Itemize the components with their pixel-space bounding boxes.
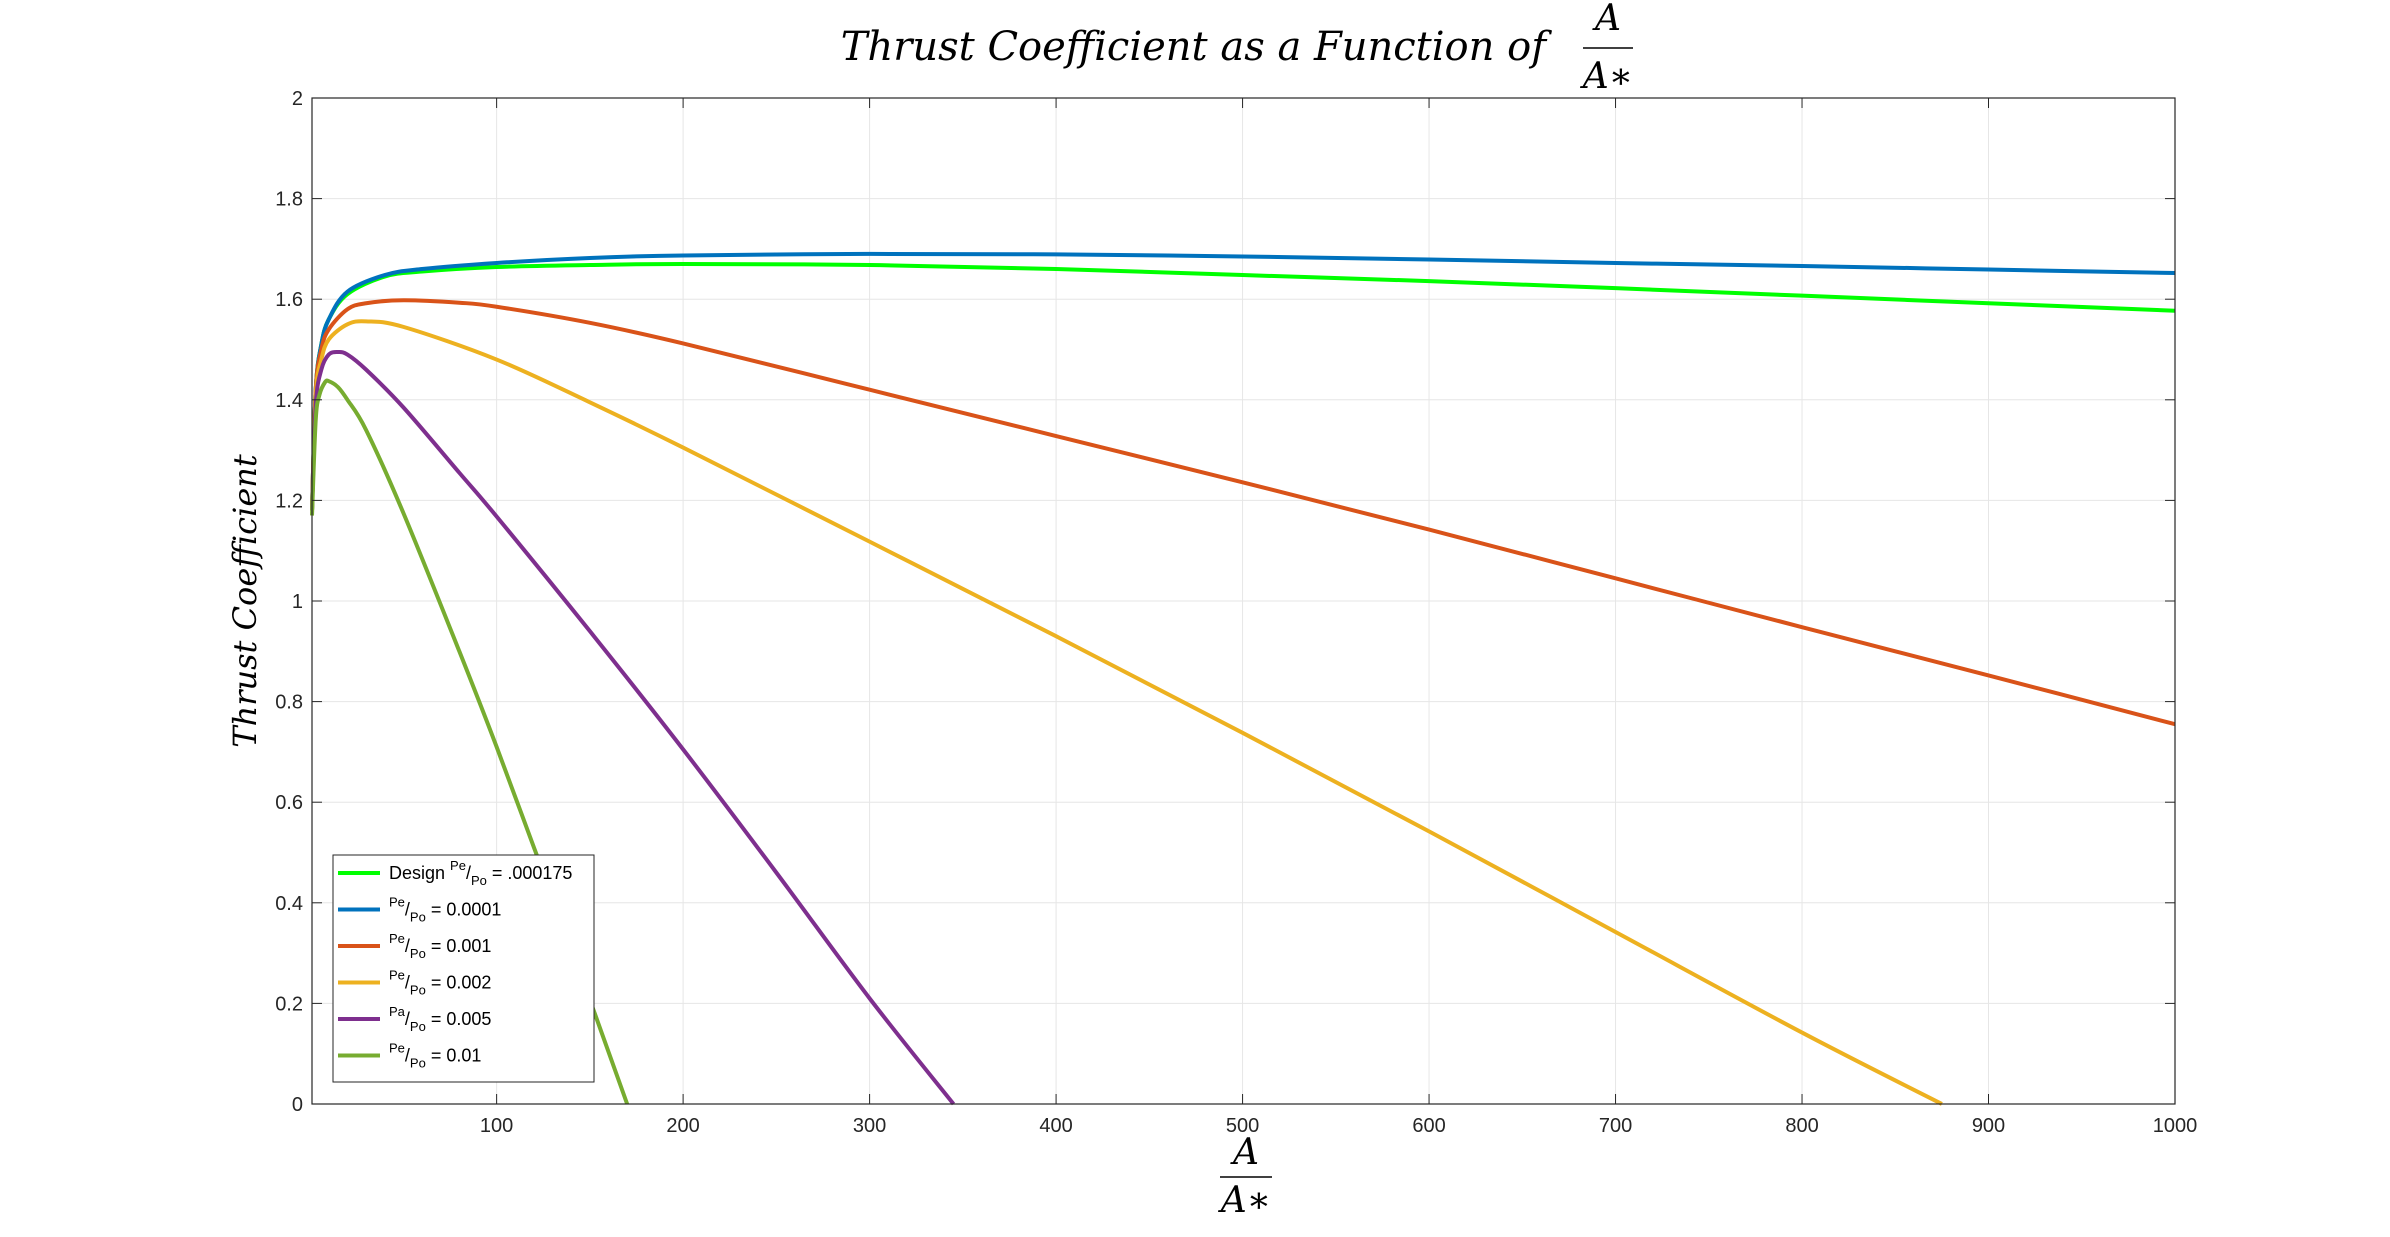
legend-item: Pe/Po = 0.001 bbox=[338, 931, 491, 961]
x-tick-label: 300 bbox=[853, 1115, 886, 1137]
legend-box bbox=[332, 854, 595, 1083]
series-line-3 bbox=[310, 298, 2176, 727]
legend-item: Pa/Po = 0.005 bbox=[338, 1004, 491, 1034]
series-line-5 bbox=[310, 349, 956, 1106]
x-tick-label: 900 bbox=[1972, 1115, 2005, 1137]
y-tick-label: 0 bbox=[292, 1094, 303, 1116]
series-group bbox=[310, 251, 2176, 1106]
y-tick-label: 1 bbox=[292, 591, 303, 613]
chart-title: Thrust Coefficient as a Function of A A∗ bbox=[841, 0, 1633, 97]
legend-label: Design Pe/Po = .000175 bbox=[389, 858, 572, 888]
x-tick-label: 600 bbox=[1412, 1115, 1445, 1137]
legend-label: Pe/Po = 0.001 bbox=[389, 931, 491, 961]
x-tick-label: 400 bbox=[1039, 1115, 1072, 1137]
x-tick-label: 1000 bbox=[2153, 1115, 2198, 1137]
x-tick-label: 700 bbox=[1599, 1115, 1632, 1137]
x-tick-label: 800 bbox=[1785, 1115, 1818, 1137]
y-tick-label: 0.2 bbox=[275, 993, 303, 1015]
legend-label: Pa/Po = 0.005 bbox=[389, 1004, 491, 1034]
y-tick-label: 0.4 bbox=[275, 893, 303, 915]
y-tick-label: 1.4 bbox=[275, 390, 303, 412]
series-line-2 bbox=[310, 251, 2176, 511]
x-tick-label: 200 bbox=[666, 1115, 699, 1137]
legend-item: Pe/Po = 0.01 bbox=[338, 1041, 481, 1071]
x-tick-label: 100 bbox=[480, 1115, 513, 1137]
x-axis-label-denominator: A∗ bbox=[1218, 1180, 1271, 1221]
series-line-4 bbox=[310, 319, 1943, 1106]
y-tick-label: 1.2 bbox=[275, 490, 303, 512]
y-tick-label: 2 bbox=[292, 88, 303, 110]
axis-ticks: 100 200 300 400 500 600 700 800 900 1000 0 0.2 0.4 0.… bbox=[275, 88, 2197, 1137]
y-tick-label: 1.6 bbox=[275, 289, 303, 311]
chart-title-fraction-denominator: A∗ bbox=[1580, 56, 1633, 97]
y-axis-label: Thrust Coefficient bbox=[226, 454, 264, 748]
chart-title-text: Thrust Coefficient as a Function of bbox=[841, 24, 1552, 70]
legend: Design Pe/Po = .000175 Pe/Po = 0.0001 Pe/P… bbox=[332, 854, 595, 1083]
legend-label: Pe/Po = 0.0001 bbox=[389, 895, 501, 925]
y-tick-label: 0.6 bbox=[275, 792, 303, 814]
x-tick-label: 500 bbox=[1226, 1115, 1259, 1137]
legend-label: Pe/Po = 0.01 bbox=[389, 1041, 481, 1071]
legend-item: Pe/Po = 0.002 bbox=[338, 968, 491, 998]
y-tick-label: 1.8 bbox=[275, 189, 303, 211]
legend-item: Pe/Po = 0.0001 bbox=[338, 895, 501, 925]
legend-item: Design Pe/Po = .000175 bbox=[338, 858, 572, 888]
y-tick-label: 0.8 bbox=[275, 692, 303, 714]
legend-label: Pe/Po = 0.002 bbox=[389, 968, 491, 998]
x-axis-label-numerator: A bbox=[1230, 1132, 1259, 1173]
x-axis-label: A A∗ bbox=[1218, 1132, 1272, 1221]
chart-title-fraction-numerator: A bbox=[1592, 0, 1621, 39]
